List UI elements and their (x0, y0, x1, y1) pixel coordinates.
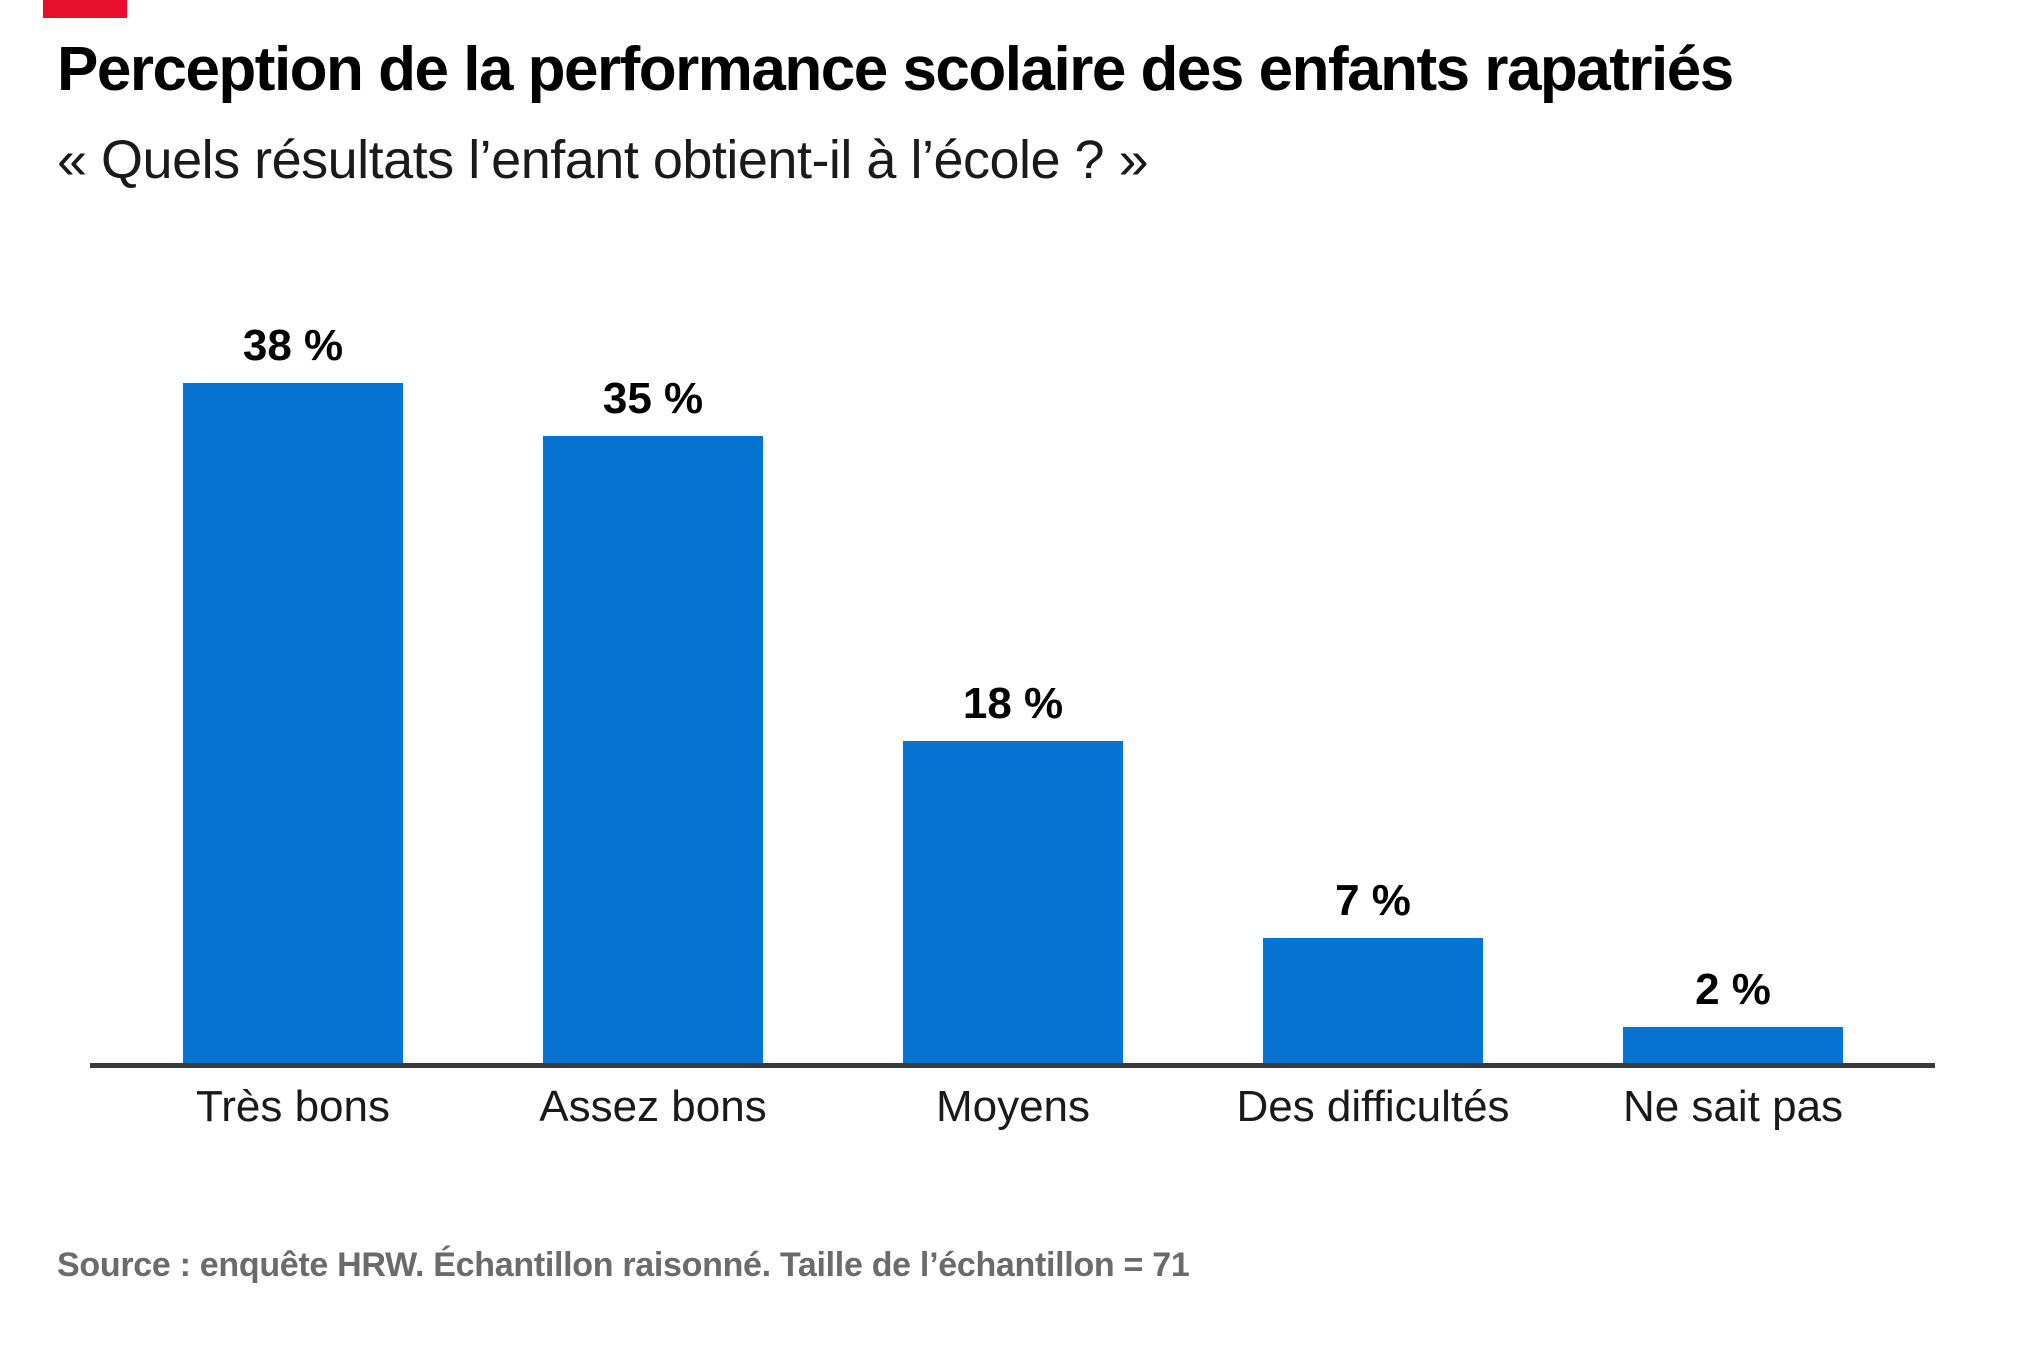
bar-value-label: 2 % (1695, 965, 1771, 1014)
bar (1263, 938, 1483, 1063)
bar (543, 436, 763, 1063)
bar-group: 7 % (1263, 0, 1483, 1063)
bar-value-label: 18 % (962, 679, 1064, 728)
bar-value-label: 35 % (602, 374, 704, 423)
source-note: Source : enquête HRW. Échantillon raison… (57, 1246, 1190, 1284)
bar (183, 383, 403, 1063)
bar-group: 38 % (183, 0, 403, 1063)
bar-value-label: 38 % (242, 321, 344, 370)
category-label: Des difficultés (1236, 1082, 1510, 1131)
brand-red-bar (43, 0, 127, 18)
bar-group: 18 % (903, 0, 1123, 1063)
category-label: Très bons (195, 1082, 391, 1131)
chart-subtitle: « Quels résultats l’enfant obtient-il à … (57, 130, 1149, 190)
category-label: Ne sait pas (1622, 1082, 1844, 1131)
bar-group: 35 % (543, 0, 763, 1063)
bar-group: 2 % (1623, 0, 1843, 1063)
chart-title: Perception de la performance scolaire de… (57, 35, 1734, 104)
bar-value-label: 7 % (1335, 876, 1411, 925)
category-label: Assez bons (539, 1082, 767, 1131)
bar (1623, 1027, 1843, 1063)
category-label: Moyens (935, 1082, 1091, 1131)
x-axis-line (90, 1063, 1935, 1068)
bar (903, 741, 1123, 1063)
